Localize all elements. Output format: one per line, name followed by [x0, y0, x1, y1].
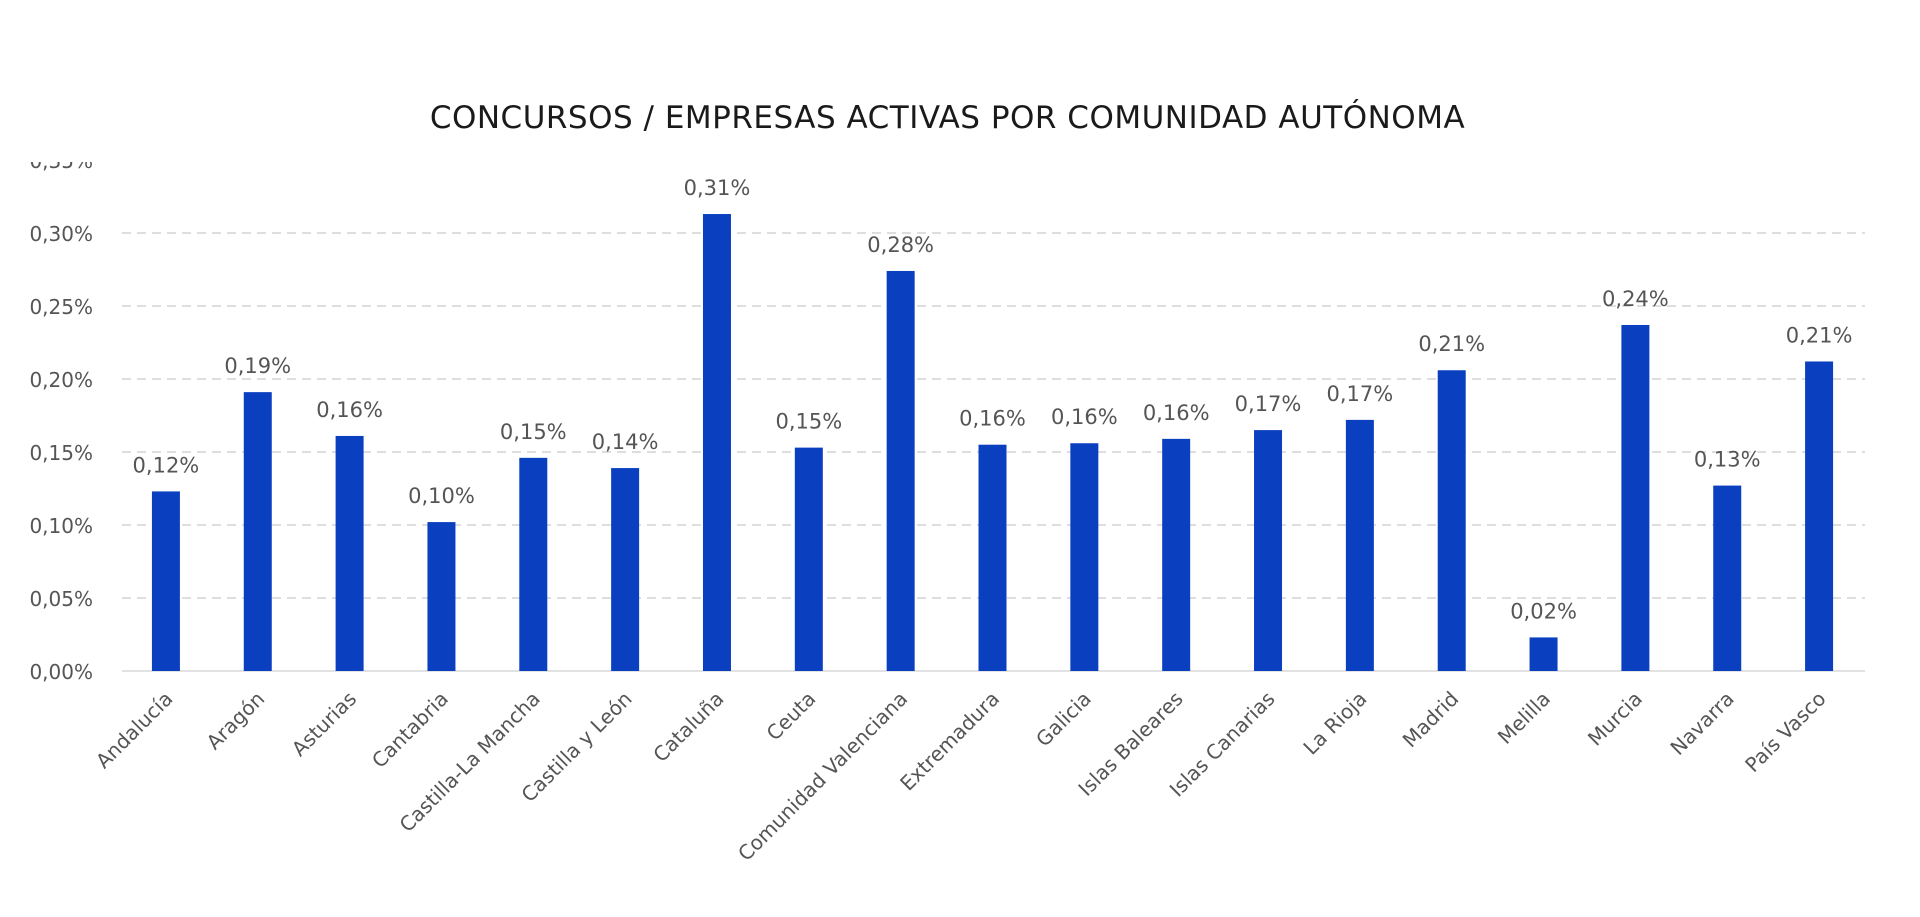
x-tick-label: Asturias — [287, 687, 361, 761]
x-tick-label: Cataluña — [648, 687, 728, 767]
bar — [1162, 438, 1191, 671]
data-label: 0,16% — [316, 398, 383, 422]
data-label: 0,21% — [1418, 332, 1485, 356]
x-tick-label: Madrid — [1398, 687, 1464, 753]
bar — [1254, 430, 1283, 671]
bar — [978, 444, 1007, 671]
x-tick-label: Aragón — [202, 687, 270, 755]
x-tick-label: Andalucía — [91, 687, 178, 774]
data-label: 0,14% — [592, 430, 659, 454]
data-label: 0,31% — [684, 176, 751, 200]
x-tick-label: Cantabria — [367, 687, 453, 773]
bar — [1713, 485, 1742, 671]
y-tick-label: 0,10% — [29, 514, 93, 538]
x-tick-label: Melilla — [1493, 687, 1555, 749]
bar — [427, 522, 456, 671]
data-label: 0,28% — [867, 233, 934, 257]
y-tick-label: 0,15% — [29, 441, 93, 465]
data-label: 0,24% — [1602, 287, 1669, 311]
x-tick-label: Galicia — [1031, 687, 1096, 752]
bar — [519, 457, 548, 671]
data-label: 0,10% — [408, 484, 475, 508]
y-tick-label: 0,00% — [29, 660, 93, 684]
bar — [886, 270, 915, 671]
bar — [243, 392, 272, 671]
x-tick-label: La Rioja — [1298, 687, 1371, 760]
bar — [1805, 361, 1834, 671]
data-label: 0,16% — [1051, 405, 1118, 429]
data-label: 0,15% — [500, 420, 567, 444]
y-tick-label: 0,35% — [29, 149, 93, 173]
bar — [151, 491, 180, 671]
bar — [794, 447, 823, 671]
y-tick-label: 0,30% — [29, 222, 93, 246]
x-tick-label: Murcia — [1583, 687, 1647, 751]
data-label: 0,19% — [224, 354, 291, 378]
bar — [1437, 370, 1466, 671]
data-label: 0,17% — [1327, 382, 1394, 406]
data-label: 0,16% — [1143, 401, 1210, 425]
bar — [611, 468, 640, 671]
bar — [1070, 443, 1099, 671]
y-tick-label: 0,20% — [29, 368, 93, 392]
data-label: 0,15% — [775, 410, 842, 434]
x-tick-label: Ceuta — [762, 687, 821, 746]
chart-title: CONCURSOS / EMPRESAS ACTIVAS POR COMUNID… — [429, 100, 1466, 136]
bar — [1529, 637, 1558, 671]
y-tick-label: 0,25% — [29, 295, 93, 319]
x-tick-label: Comunidad Valenciana — [733, 687, 912, 866]
bar — [702, 214, 731, 671]
data-label: 0,17% — [1235, 392, 1302, 416]
data-label: 0,21% — [1786, 323, 1853, 347]
data-label: 0,16% — [959, 407, 1026, 431]
bar — [1621, 324, 1650, 671]
x-tick-label: Navarra — [1665, 687, 1738, 760]
bar — [335, 435, 364, 671]
x-tick-label: País Vasco — [1740, 687, 1830, 777]
data-label: 0,13% — [1694, 448, 1761, 472]
y-tick-label: 0,05% — [29, 587, 93, 611]
bar — [1345, 419, 1374, 671]
data-label: 0,12% — [133, 453, 200, 477]
data-label: 0,02% — [1510, 599, 1577, 623]
